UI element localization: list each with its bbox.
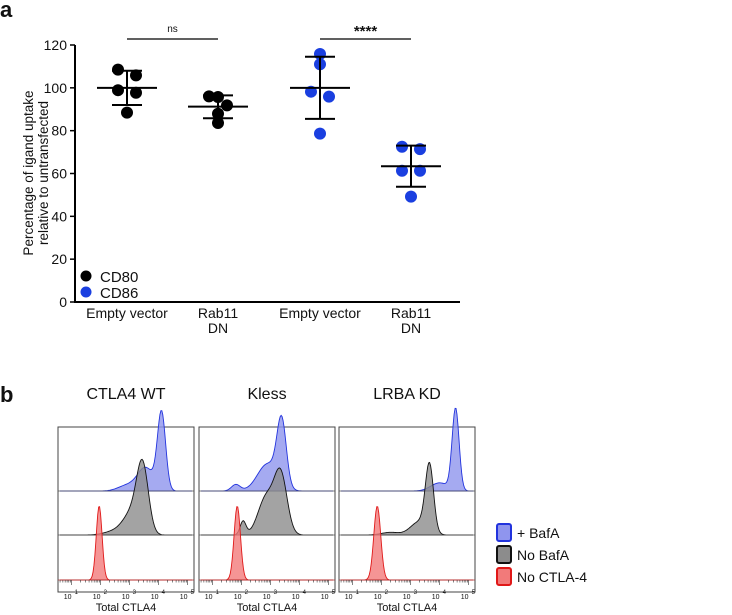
x-tick-label: 10 bbox=[151, 594, 159, 601]
x-axis-label: Total CTLA4 bbox=[237, 602, 298, 614]
legend-label: No BafA bbox=[517, 547, 570, 563]
x-tick-label: 10 bbox=[93, 594, 101, 601]
data-point bbox=[405, 190, 417, 203]
x-tick-label: Rab11 bbox=[391, 305, 431, 321]
x-tick-exponent: 4 bbox=[303, 590, 307, 596]
x-tick-label: 10 bbox=[461, 594, 469, 601]
y-tick-label: 0 bbox=[59, 294, 67, 310]
y-tick-label: 60 bbox=[51, 166, 67, 182]
legend-swatch bbox=[496, 567, 512, 586]
x-tick-label: 10 bbox=[321, 594, 329, 601]
x-tick-label: 10 bbox=[403, 594, 411, 601]
y-axis-label: Percentage of igand uptake bbox=[21, 90, 36, 255]
x-tick-label: 10 bbox=[234, 594, 242, 601]
y-tick-label: 80 bbox=[51, 123, 67, 139]
legend-label: CD86 bbox=[100, 285, 138, 302]
y-tick-label: 40 bbox=[51, 208, 67, 224]
legend-swatch bbox=[496, 545, 512, 564]
x-axis-label: Total CTLA4 bbox=[377, 602, 438, 614]
panel-title: CTLA4 WT bbox=[86, 386, 165, 403]
x-tick-label: 10 bbox=[263, 594, 271, 601]
x-tick-exponent: 3 bbox=[414, 590, 418, 596]
x-tick-label: 10 bbox=[64, 594, 72, 601]
x-tick-label: 10 bbox=[180, 594, 188, 601]
histogram-legend: + BafA No BafA No CTLA-4 bbox=[496, 523, 587, 586]
data-point bbox=[203, 90, 215, 103]
x-axis-label: Total CTLA4 bbox=[96, 602, 157, 614]
data-point bbox=[130, 86, 142, 99]
legend-marker bbox=[80, 270, 92, 282]
panel-frame bbox=[57, 426, 195, 593]
data-point bbox=[121, 106, 133, 119]
panel-title: Kless bbox=[247, 386, 286, 403]
x-tick-exponent: 5 bbox=[332, 590, 336, 596]
x-tick-label: 10 bbox=[432, 594, 440, 601]
x-tick-exponent: 2 bbox=[104, 590, 108, 596]
x-tick-exponent: 5 bbox=[191, 590, 195, 596]
x-tick-exponent: 1 bbox=[75, 590, 79, 596]
x-tick-exponent: 4 bbox=[162, 590, 166, 596]
panel-label-a: a bbox=[0, 0, 13, 22]
scatter-plot: 0 20 40 60 80 100 120 Percentage of igand uptak… bbox=[21, 23, 460, 336]
y-axis-label: relative to untransfected bbox=[36, 101, 51, 245]
x-tick-exponent: 1 bbox=[216, 590, 220, 596]
data-point bbox=[323, 90, 335, 103]
legend-label: No CTLA-4 bbox=[517, 569, 587, 585]
x-tick-label: DN bbox=[208, 320, 228, 336]
significance-label: ns bbox=[167, 24, 178, 35]
x-tick-label: 10 bbox=[374, 594, 382, 601]
x-tick-exponent: 3 bbox=[133, 590, 137, 596]
data-point bbox=[221, 99, 233, 112]
x-tick-label: DN bbox=[401, 320, 421, 336]
data-point bbox=[396, 164, 408, 177]
x-tick-exponent: 2 bbox=[245, 590, 249, 596]
x-tick-label: 10 bbox=[292, 594, 300, 601]
y-tick-label: 120 bbox=[44, 37, 68, 53]
data-point bbox=[112, 84, 124, 97]
x-tick-exponent: 1 bbox=[356, 590, 360, 596]
data-point bbox=[314, 127, 326, 140]
legend-label: + BafA bbox=[517, 525, 560, 541]
significance-label: **** bbox=[354, 23, 378, 40]
x-tick-exponent: 5 bbox=[472, 590, 476, 596]
x-tick-exponent: 4 bbox=[443, 590, 447, 596]
data-point bbox=[112, 63, 124, 76]
data-point bbox=[130, 69, 142, 82]
x-tick-exponent: 2 bbox=[385, 590, 389, 596]
x-tick-label: Rab11 bbox=[198, 305, 238, 321]
legend-label: CD80 bbox=[100, 269, 138, 286]
panel-title: LRBA KD bbox=[373, 386, 441, 403]
x-tick-exponent: 3 bbox=[274, 590, 278, 596]
y-tick-label: 100 bbox=[44, 80, 68, 96]
data-point bbox=[212, 116, 224, 129]
x-tick-label: Empty vector bbox=[86, 305, 168, 321]
data-point bbox=[414, 164, 426, 177]
panel-label-b: b bbox=[0, 382, 13, 407]
legend-swatch bbox=[496, 523, 512, 542]
x-tick-label: 10 bbox=[205, 594, 213, 601]
legend-marker bbox=[80, 286, 92, 298]
x-tick-label: 10 bbox=[122, 594, 130, 601]
y-tick-label: 20 bbox=[51, 251, 67, 267]
x-tick-label: Empty vector bbox=[279, 305, 361, 321]
data-point bbox=[396, 140, 408, 153]
x-tick-label: 10 bbox=[345, 594, 353, 601]
